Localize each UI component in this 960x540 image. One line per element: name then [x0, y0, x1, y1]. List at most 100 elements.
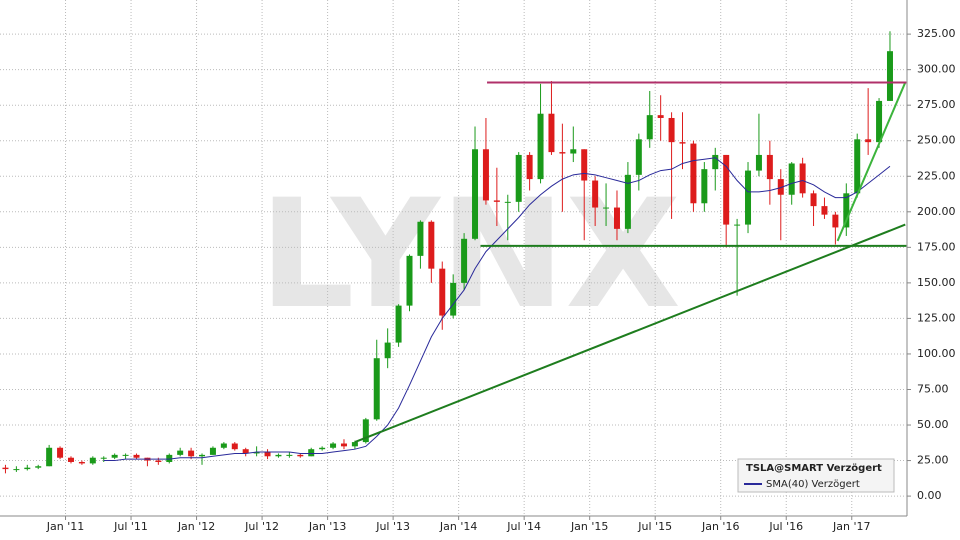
candle-body [810, 193, 817, 207]
candle-body [472, 149, 479, 239]
candle-body [275, 454, 282, 457]
candle-body [624, 174, 631, 229]
candle-body [559, 152, 566, 154]
y-tick-label: 325.00 [917, 27, 956, 40]
candle-body [220, 443, 227, 448]
candle-body [526, 154, 533, 180]
candle-body [286, 454, 293, 456]
x-tick-label: Jul '14 [506, 520, 541, 533]
candle-body [330, 443, 337, 448]
candle-body [133, 454, 140, 458]
candle-body [766, 154, 773, 180]
candle-body [308, 449, 315, 457]
y-tick-label: 250.00 [917, 134, 956, 147]
candle-body [395, 305, 402, 343]
candle-body [67, 457, 74, 462]
candle-body [679, 142, 686, 144]
candle-body [504, 201, 511, 203]
candle-body [886, 51, 893, 101]
candle-body [209, 447, 216, 455]
candle-body [854, 139, 861, 194]
x-tick-label: Jul '15 [637, 520, 672, 533]
candle-body [581, 149, 588, 181]
candle-body [122, 454, 129, 456]
candle-body [482, 149, 489, 201]
y-tick-label: 100.00 [917, 347, 956, 360]
candle-body [712, 154, 719, 170]
candle-body [799, 163, 806, 194]
trend-line [354, 223, 906, 444]
x-tick-label: Jan '13 [308, 520, 346, 533]
candle-body [613, 207, 620, 229]
candle-body [319, 447, 326, 450]
watermark: LYNX [259, 168, 681, 342]
candle-body [865, 139, 872, 143]
y-tick-label: 125.00 [917, 311, 956, 324]
candle-body [843, 193, 850, 228]
candle-body [46, 447, 53, 467]
candle-body [188, 450, 195, 457]
candle-body [450, 282, 457, 316]
candle-body [199, 454, 206, 457]
x-tick-label: Jul '16 [768, 520, 803, 533]
candle-body [384, 342, 391, 359]
x-tick-label: Jan '16 [701, 520, 739, 533]
candle-body [13, 469, 20, 471]
candle-body [297, 454, 304, 457]
y-tick-label: 0.00 [917, 489, 942, 502]
candle-body [548, 113, 555, 153]
candle-body [155, 460, 162, 462]
candle-body [570, 149, 577, 154]
candle-body [253, 452, 260, 454]
candle-body [745, 170, 752, 225]
candle-body [657, 115, 664, 118]
candle-body [515, 154, 522, 202]
candle-body [832, 214, 839, 228]
y-tick-label: 150.00 [917, 276, 956, 289]
candle-body [100, 457, 107, 459]
x-tick-label: Jan '15 [570, 520, 608, 533]
candle-body [35, 466, 42, 468]
candle-body [177, 450, 184, 455]
candle-body [78, 461, 85, 464]
y-tick-label: 25.00 [917, 454, 949, 467]
candle-body [603, 207, 610, 209]
candle-body [461, 238, 468, 283]
candle-body [821, 206, 828, 215]
candle-body [755, 154, 762, 171]
candle-body [57, 447, 64, 458]
candle-body [723, 154, 730, 225]
candle-body [428, 221, 435, 269]
legend-label: SMA(40) Verzögert [766, 479, 860, 490]
candle-body [668, 117, 675, 143]
x-tick-label: Jan '17 [832, 520, 870, 533]
trend-line [836, 82, 907, 242]
y-tick-label: 300.00 [917, 63, 956, 76]
candle-body [231, 443, 238, 450]
candle-body [734, 224, 741, 226]
candle-body [362, 419, 369, 443]
x-tick-label: Jan '12 [177, 520, 215, 533]
candle-body [2, 467, 9, 470]
candle-body [788, 163, 795, 195]
x-tick-label: Jul '12 [244, 520, 279, 533]
candle-body [701, 169, 708, 204]
candle-body [646, 115, 653, 140]
candle-body [690, 143, 697, 204]
candle-body [406, 255, 413, 306]
y-tick-label: 225.00 [917, 169, 956, 182]
x-tick-label: Jul '11 [113, 520, 148, 533]
candle-body [340, 443, 347, 447]
y-tick-label: 200.00 [917, 205, 956, 218]
legend: TSLA@SMART Verzögert SMA(40) Verzögert [737, 458, 895, 493]
candle-body [242, 449, 249, 454]
candle-body [777, 179, 784, 195]
candle-body [592, 180, 599, 208]
candle-body [493, 200, 500, 202]
candle-body [635, 139, 642, 175]
y-tick-label: 50.00 [917, 418, 949, 431]
x-tick-label: Jan '14 [439, 520, 477, 533]
candle-body [417, 221, 424, 256]
y-tick-label: 75.00 [917, 382, 949, 395]
